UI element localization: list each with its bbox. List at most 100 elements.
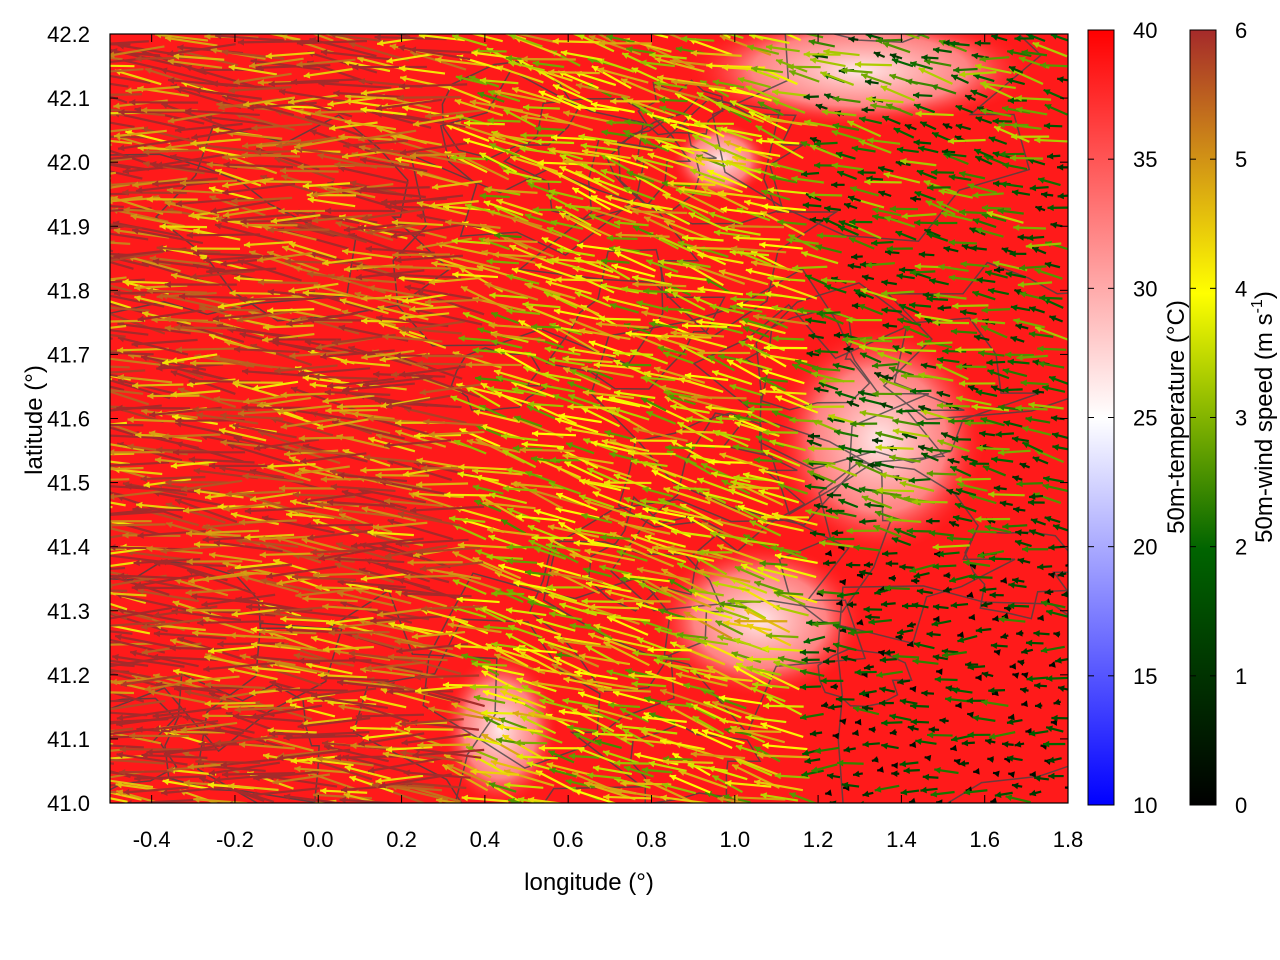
wind-vector — [950, 601, 969, 609]
wind-vector — [880, 600, 896, 608]
wind-vector — [482, 664, 525, 677]
wind-vector — [597, 686, 651, 693]
contour-line — [755, 282, 1041, 470]
wind-vector — [64, 384, 109, 398]
wind-vector — [334, 562, 395, 584]
wind-vector — [801, 656, 820, 664]
wind-vector — [562, 697, 598, 708]
wind-vector — [507, 797, 526, 803]
wind-vector — [897, 678, 911, 685]
wind-vector — [911, 577, 920, 585]
wind-vector — [110, 791, 142, 801]
wind-vector — [1004, 605, 1012, 612]
x-tick-label: 1.6 — [969, 827, 1000, 852]
x-tick-label: 0.6 — [553, 827, 584, 852]
wind-vector — [647, 646, 692, 654]
wind-vector — [943, 586, 952, 593]
wind-vector — [129, 649, 199, 668]
wind-vector — [201, 593, 276, 608]
wind-vector — [1008, 713, 1015, 721]
wind-vector — [499, 689, 547, 709]
wind-vector — [505, 607, 547, 617]
contour-line — [518, 99, 839, 339]
wind-vector — [549, 767, 577, 778]
wind-vector — [957, 631, 964, 638]
wind-vector — [110, 69, 116, 73]
wind-vector — [501, 734, 545, 761]
wind-vector — [498, 717, 528, 730]
wind-vector — [501, 684, 541, 695]
wind-vector — [990, 797, 997, 803]
wind-vector — [1008, 602, 1030, 610]
wind-vector — [753, 779, 804, 792]
wind-vector — [301, 731, 370, 739]
wind-vector — [723, 620, 772, 632]
wind-vector — [957, 635, 978, 644]
wind-vector — [908, 797, 916, 803]
wind-vector — [648, 760, 687, 772]
wind-vector — [370, 615, 443, 624]
wind-vector — [231, 608, 281, 618]
wind-vector — [110, 748, 126, 752]
wind-vector — [1033, 630, 1050, 637]
wind-vector — [512, 646, 557, 654]
wind-vector — [110, 520, 115, 524]
wind-vector — [988, 555, 1012, 563]
wind-vector — [639, 726, 678, 735]
wind-vector — [757, 566, 798, 579]
wind-vector — [259, 628, 317, 636]
wind-vector — [302, 595, 358, 603]
wind-vector — [250, 641, 301, 651]
wind-vector — [110, 630, 133, 635]
wind-vector — [661, 586, 712, 609]
wind-vector — [222, 771, 296, 778]
wind-vector — [1040, 600, 1066, 609]
wind-vector — [41, 578, 106, 587]
wind-vector — [967, 731, 991, 739]
wind-vector — [861, 704, 874, 712]
wind-vector — [638, 582, 672, 598]
wind-vector — [1026, 675, 1049, 683]
wind-vector — [817, 588, 845, 596]
wind-vector — [839, 718, 847, 726]
wind-vector — [506, 557, 538, 565]
wind-vector — [683, 682, 715, 693]
wind-vector — [110, 571, 150, 581]
contour-line — [692, 303, 965, 516]
wind-vector — [559, 602, 598, 617]
wind-vector — [137, 588, 199, 603]
wind-vector — [110, 797, 128, 803]
wind-vector — [110, 671, 163, 688]
wind-vector — [162, 778, 209, 790]
wind-vector — [454, 642, 502, 650]
wind-vector — [896, 628, 914, 636]
wind-vector — [760, 792, 799, 802]
wind-vector — [548, 593, 596, 610]
wind-vector — [133, 558, 201, 567]
wind-vector — [114, 633, 182, 650]
x-tick-label: 0.2 — [386, 827, 417, 852]
wind-vector — [934, 676, 958, 683]
wind-vector — [992, 770, 1000, 778]
wind-vector — [688, 587, 724, 597]
wind-vector — [788, 792, 818, 803]
wind-vector — [950, 734, 973, 743]
wind-vector — [750, 686, 786, 703]
wind-vector — [1065, 563, 1068, 567]
wind-vector — [828, 703, 843, 711]
wind-vector — [665, 614, 712, 622]
wind-vector — [362, 731, 409, 741]
wind-vector — [417, 741, 470, 749]
wind-vector — [110, 699, 166, 711]
wind-vector — [1048, 571, 1056, 579]
wind-vector — [862, 790, 874, 798]
wind-vector — [110, 744, 144, 749]
wind-vector — [110, 606, 173, 620]
wind-colorbar-tick-label: 4 — [1235, 276, 1247, 301]
wind-vector — [822, 658, 836, 665]
wind-vector — [350, 724, 398, 732]
wind-vector — [185, 588, 244, 596]
wind-vector — [470, 768, 520, 776]
wind-vector — [913, 571, 930, 579]
wind-vector — [486, 553, 524, 561]
